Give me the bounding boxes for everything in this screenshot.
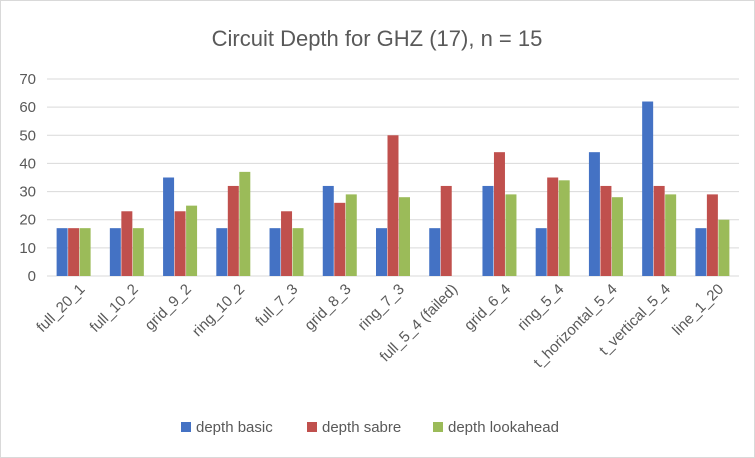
bar-depth-basic — [322, 185, 334, 276]
legend-label: depth sabre — [322, 419, 401, 436]
bar-depth-lookahead — [239, 171, 251, 276]
bar-depth-basic — [535, 228, 547, 276]
y-tick-label: 0 — [28, 268, 36, 285]
bar-depth-lookahead — [718, 219, 730, 276]
bar-depth-sabre — [653, 185, 665, 276]
legend-swatch — [181, 422, 191, 432]
bar-depth-sabre — [706, 194, 718, 276]
bar-depth-sabre — [387, 135, 399, 276]
bar-depth-sabre — [334, 202, 346, 276]
bar-depth-sabre — [493, 152, 505, 276]
x-tick-label: grid_9_2 — [142, 281, 195, 334]
x-tick-label: line_1_20 — [669, 281, 727, 339]
y-tick-label: 70 — [19, 71, 36, 88]
bar-depth-basic — [695, 228, 707, 276]
legend: depth basic depth sabre depth lookahead — [181, 419, 559, 436]
bar-depth-lookahead — [558, 180, 570, 276]
bar-depth-basic — [216, 228, 228, 276]
bar-depth-lookahead — [399, 197, 410, 276]
bar-depth-basic — [163, 177, 175, 276]
y-tick-label: 50 — [19, 127, 36, 144]
chart-title: Circuit Depth for GHZ (17), n = 15 — [212, 26, 543, 51]
x-tick-label: full_10_2 — [87, 281, 142, 336]
bar-depth-basic — [109, 228, 121, 276]
x-tick-label: ring_5_4 — [514, 281, 567, 334]
bar-depth-basic — [269, 228, 281, 276]
bar-depth-basic — [56, 228, 68, 276]
x-tick-label: full_20_1 — [33, 281, 88, 336]
x-tick-label: ring_7_3 — [355, 281, 408, 334]
y-tick-label: 40 — [19, 155, 36, 172]
bar-depth-sabre — [440, 185, 452, 276]
bar-depth-lookahead — [186, 205, 198, 276]
bar-depth-basic — [588, 152, 600, 276]
bar-depth-basic — [429, 228, 441, 276]
y-tick-label: 20 — [19, 212, 36, 229]
bars — [56, 101, 730, 276]
bar-depth-sabre — [227, 185, 239, 276]
legend-swatch — [307, 422, 317, 432]
bar-depth-lookahead — [132, 228, 144, 276]
x-tick-label: full_7_3 — [252, 281, 301, 330]
legend-label: depth basic — [196, 419, 273, 436]
bar-depth-sabre — [121, 211, 133, 276]
legend-swatch — [433, 422, 443, 432]
bar-depth-lookahead — [345, 194, 357, 276]
bar-depth-basic — [376, 228, 387, 276]
bar-depth-sabre — [547, 177, 559, 276]
bar-depth-lookahead — [292, 228, 304, 276]
bar-depth-sabre — [174, 211, 186, 276]
x-tick-label: grid_8_3 — [301, 281, 354, 334]
bar-depth-basic — [482, 185, 494, 276]
bar-depth-sabre — [600, 185, 612, 276]
y-tick-label: 30 — [19, 184, 36, 201]
legend-label: depth lookahead — [448, 419, 559, 436]
bar-depth-lookahead — [611, 197, 623, 276]
bar-depth-basic — [642, 101, 654, 276]
bar-depth-sabre — [281, 211, 293, 276]
bar-depth-lookahead — [505, 194, 517, 276]
bar-depth-lookahead — [79, 228, 91, 276]
x-tick-label: grid_6_4 — [461, 281, 514, 334]
bar-depth-lookahead — [665, 194, 677, 276]
bar-depth-sabre — [68, 228, 80, 276]
x-tick-label: ring_10_2 — [189, 281, 248, 340]
y-tick-label: 10 — [19, 240, 36, 257]
y-tick-label: 60 — [19, 99, 36, 116]
